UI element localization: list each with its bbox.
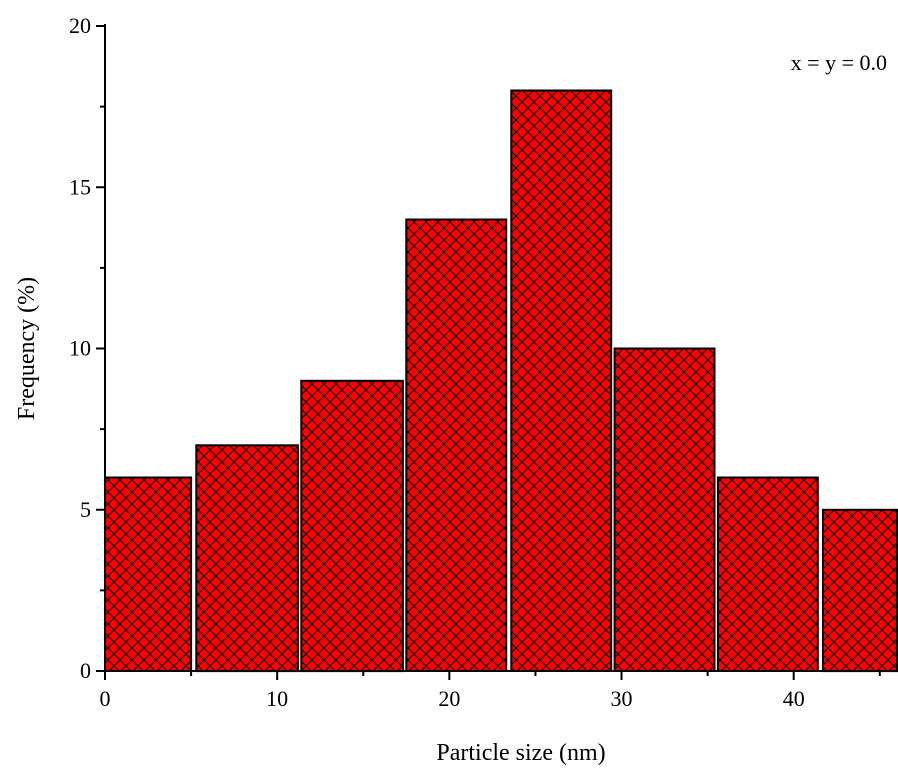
histogram-bar-6 bbox=[613, 347, 716, 672]
histogram-bar-5 bbox=[510, 89, 613, 672]
y-tick-label: 15 bbox=[69, 174, 91, 199]
histogram-bar-2 bbox=[195, 444, 299, 673]
composition-annotation: x = y = 0.0 bbox=[791, 50, 887, 75]
bars-group bbox=[104, 89, 898, 673]
histogram-bar-7 bbox=[716, 476, 819, 672]
y-tick-label: 10 bbox=[69, 336, 91, 361]
x-axis-title: Particle size (nm) bbox=[436, 740, 605, 766]
y-tick-label: 5 bbox=[80, 497, 91, 522]
x-tick-label: 40 bbox=[783, 686, 805, 711]
x-tick-label: 0 bbox=[100, 686, 111, 711]
labels-group: 0 5 10 15 20 0 10 20 30 40 Particle size (nm) Frequ… bbox=[14, 13, 887, 766]
axes-group bbox=[96, 24, 897, 680]
histogram-bar-1 bbox=[104, 476, 193, 672]
y-tick-label: 20 bbox=[69, 13, 91, 38]
x-tick-label: 30 bbox=[611, 686, 633, 711]
x-tick-label: 10 bbox=[266, 686, 288, 711]
histogram-bar-8 bbox=[822, 508, 898, 673]
y-axis-title: Frequency (%) bbox=[14, 277, 40, 420]
histogram-bar-3 bbox=[300, 379, 404, 673]
histogram-bar-4 bbox=[405, 218, 508, 672]
y-tick-label: 0 bbox=[80, 658, 91, 683]
x-tick-label: 20 bbox=[438, 686, 460, 711]
